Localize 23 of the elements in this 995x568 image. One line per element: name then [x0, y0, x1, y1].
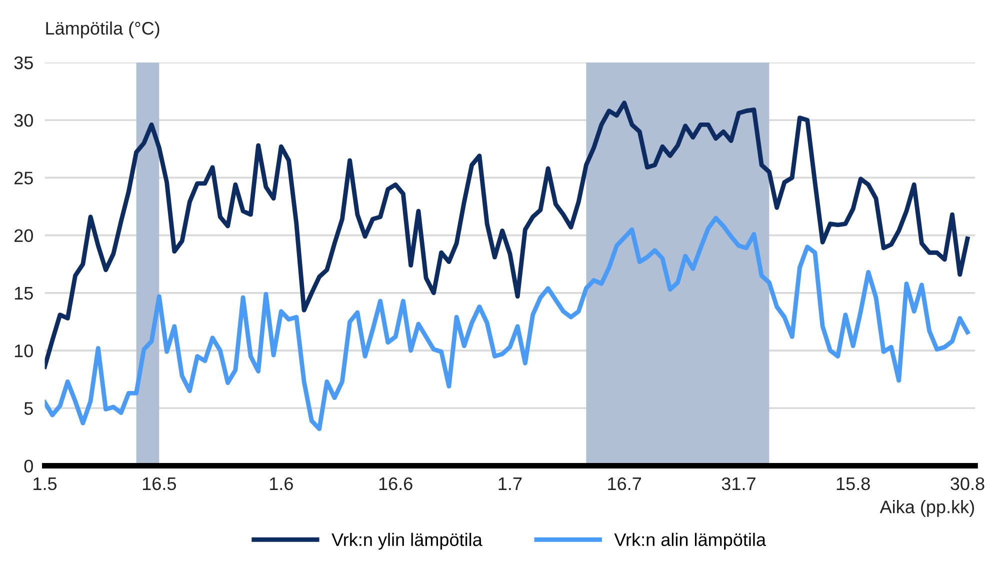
legend-label: Vrk:n alin lämpötila — [614, 532, 766, 550]
y-tick-label: 0 — [24, 460, 33, 472]
y-tick-label: 35 — [14, 56, 33, 70]
legend-label: Vrk:n ylin lämpötila — [332, 532, 482, 550]
x-tick-label: 16.6 — [379, 477, 412, 490]
y-tick-label: 25 — [14, 172, 33, 184]
x-axis-title: Aika (pp.kk) — [880, 500, 974, 517]
x-tick-label: 31.7 — [722, 477, 756, 490]
x-tick-label: 15.8 — [836, 477, 870, 490]
y-tick-label: 15 — [14, 287, 33, 300]
y-tick-label: 5 — [24, 402, 33, 415]
y-tick-label: 10 — [14, 344, 33, 358]
x-tick-label: 30.8 — [950, 477, 984, 490]
line-series — [44, 100, 970, 369]
line-series — [44, 216, 970, 432]
x-tick-label: 16.5 — [142, 477, 176, 490]
y-tick-label: 20 — [14, 229, 33, 242]
x-tick-label: 1.6 — [270, 477, 293, 490]
y-axis-title: Lämpötila (°C) — [46, 21, 160, 38]
x-tick-label: 1.5 — [34, 478, 57, 490]
y-tick-label: 30 — [14, 114, 33, 127]
x-tick-label: 16.7 — [608, 477, 641, 490]
x-tick-label: 1.7 — [498, 478, 522, 490]
